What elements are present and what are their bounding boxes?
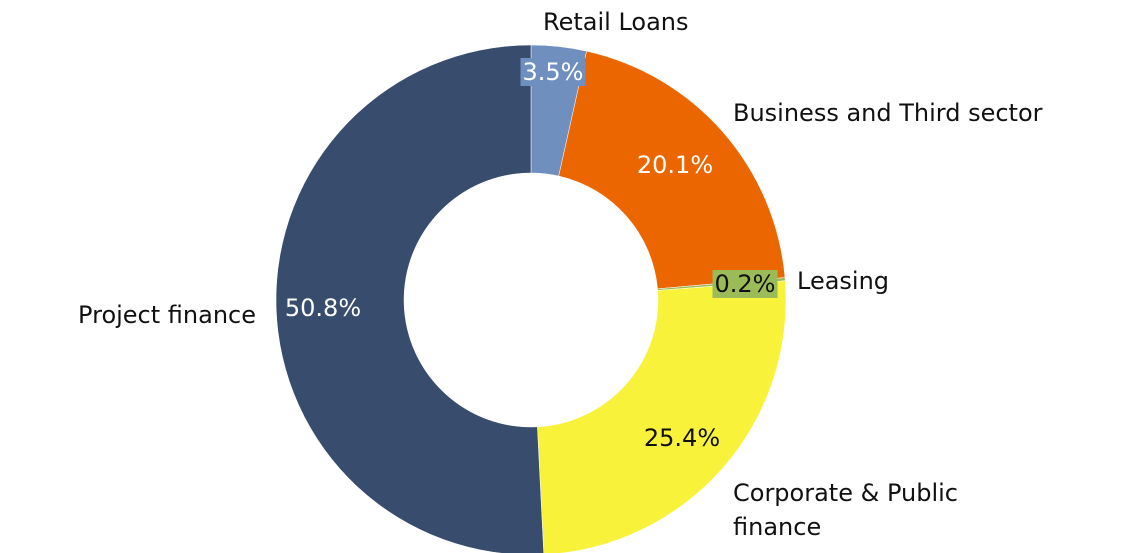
donut-slice <box>537 280 787 553</box>
value-label: 0.2% <box>712 270 778 298</box>
value-label: 3.5% <box>520 58 586 86</box>
donut-slice <box>558 50 786 290</box>
category-label: Project finance <box>78 301 256 329</box>
value-label: 25.4% <box>643 424 721 452</box>
value-label: 20.1% <box>636 151 714 179</box>
category-label: Retail Loans <box>543 8 689 36</box>
category-label: Business and Third sector <box>733 99 1043 127</box>
category-label: Leasing <box>797 267 890 295</box>
donut-slice <box>275 44 544 553</box>
value-label: 50.8% <box>284 294 362 322</box>
category-label: Corporate & Public finance <box>733 479 958 541</box>
